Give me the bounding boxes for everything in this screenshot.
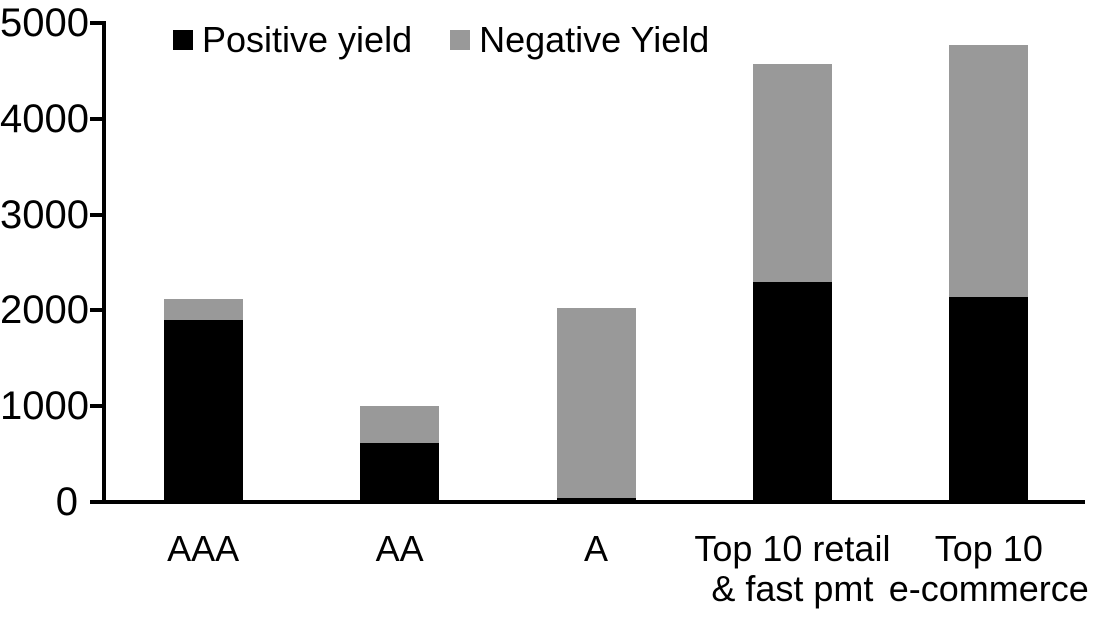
- y-axis-tick-2000: [90, 308, 104, 313]
- legend-swatch-negative-yield: [450, 30, 471, 50]
- legend-label-positive-yield: Positive yield: [202, 19, 413, 60]
- y-axis-tick-4000: [90, 116, 104, 121]
- legend-item-positive-yield: Positive yield: [173, 20, 412, 60]
- bar-top-10-retail-fast-pmt-positive-yield-segment: [752, 281, 832, 502]
- y-axis-tick-label-3000: 3000: [0, 192, 89, 237]
- bar-top-10-retail-fast-pmt-negative-yield-segment: [752, 64, 832, 282]
- bar-aaa-negative-yield-segment: [163, 298, 243, 320]
- x-axis-label-top-10-e-commerce: Top 10 e-commerce: [888, 528, 1089, 609]
- y-axis-tick-label-1000: 1000: [0, 384, 89, 429]
- y-axis-tick-label-4000: 4000: [0, 96, 89, 141]
- x-axis-label-aa: AA: [375, 528, 424, 569]
- bar-aa-positive-yield-segment: [360, 442, 440, 502]
- y-axis-line: [102, 21, 106, 504]
- legend-label-negative-yield: Negative Yield: [479, 19, 710, 60]
- y-axis-tick-label-2000: 2000: [0, 288, 89, 333]
- bar-a-negative-yield-segment: [556, 307, 636, 499]
- chart-legend: Positive yield Negative Yield: [173, 20, 709, 60]
- x-axis-label-a: A: [583, 528, 608, 569]
- bar-aa-negative-yield-segment: [360, 406, 440, 443]
- y-axis-tick-label-5000: 5000: [0, 1, 89, 45]
- bar-top-10-e-commerce-positive-yield-segment: [949, 296, 1029, 502]
- x-axis-label-aaa: AAA: [167, 528, 240, 569]
- legend-swatch-positive-yield: [173, 30, 193, 50]
- y-axis-tick-3000: [90, 212, 104, 217]
- x-axis-label-top-10-retail-fast-pmt: Top 10 retail & fast pmt: [694, 528, 891, 609]
- y-axis-tick-5000: [90, 21, 104, 25]
- legend-item-negative-yield: Negative Yield: [450, 20, 709, 60]
- y-axis-tick-label-0: 0: [55, 480, 78, 524]
- bar-aaa-positive-yield-segment: [163, 319, 243, 502]
- bar-top-10-e-commerce-negative-yield-segment: [949, 45, 1029, 297]
- x-axis-line: [90, 500, 1085, 504]
- y-axis-tick-1000: [90, 404, 104, 409]
